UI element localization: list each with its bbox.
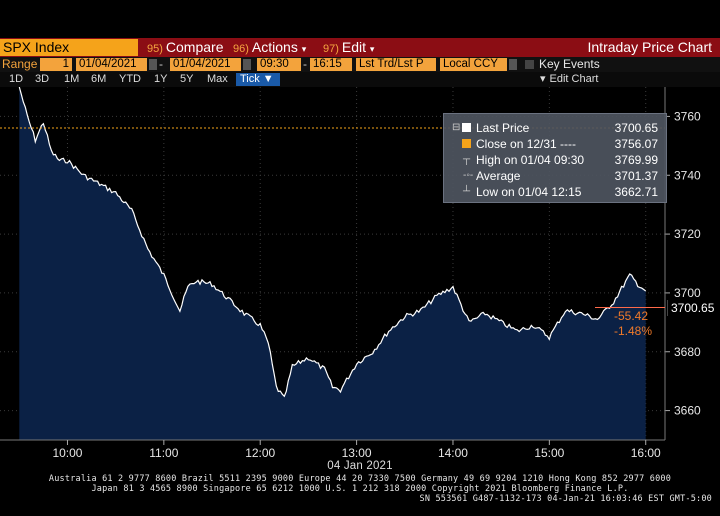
- last-price-value: 3700.65: [614, 121, 658, 135]
- last-price-label: Last Price: [476, 121, 530, 135]
- current-price-label: 3700.65: [667, 300, 720, 316]
- price-line: [18, 87, 647, 398]
- page-title: Intraday Price Chart: [587, 39, 713, 55]
- expand-icon[interactable]: ⊟: [452, 122, 461, 133]
- edit-label: Edit: [341, 39, 367, 55]
- compare-number: 95): [147, 43, 163, 55]
- chart-legend: ⊟ Last Price 3700.65 Close on 12/31 ----…: [443, 113, 667, 203]
- range-5y[interactable]: 5Y: [180, 73, 194, 85]
- edit-button[interactable]: 97) Edit ▾: [323, 39, 375, 55]
- x-tick-label: 10:00: [52, 446, 82, 460]
- y-tick-label: 3680: [674, 345, 701, 359]
- y-tick-label: 3760: [674, 109, 701, 123]
- range-field[interactable]: 1: [40, 58, 72, 71]
- x-tick-label: 13:00: [342, 446, 372, 460]
- x-tick-label: 15:00: [534, 446, 564, 460]
- high-marker-icon: ┬: [463, 154, 471, 165]
- high-value: 3769.99: [614, 153, 658, 167]
- edit-chart-label: Edit Chart: [549, 73, 599, 85]
- price-chart: 3660 3680 3700 3720 3740 3760 10:00 11:00 12:00…: [0, 87, 701, 460]
- footer-serial: SN 553561 G487-1132-173 04-Jan-21 16:03:…: [419, 494, 712, 504]
- start-date-field[interactable]: 01/04/2021: [76, 58, 147, 71]
- edit-number: 97): [323, 43, 339, 55]
- currency-field[interactable]: Local CCY: [440, 58, 507, 71]
- date-label: 04 Jan 2021: [327, 460, 393, 472]
- chevron-down-icon: ▾: [540, 73, 546, 85]
- actions-label: Actions: [251, 39, 298, 55]
- tick-button[interactable]: Tick ▼: [236, 73, 280, 86]
- range-label: Range: [2, 57, 38, 71]
- legend-last-price: ⊟ Last Price 3700.65: [444, 120, 666, 136]
- ticker-field[interactable]: SPX Index: [0, 39, 138, 56]
- low-value: 3662.71: [614, 185, 658, 199]
- footer-contacts: Australia 61 2 9777 8600 Brazil 5511 239…: [48, 474, 672, 484]
- compare-button[interactable]: 95) Compare: [147, 39, 224, 56]
- close-swatch: [462, 139, 471, 148]
- average-label: Average: [476, 169, 521, 183]
- close-value: 3756.07: [614, 137, 658, 151]
- change-percent: -1.48%: [614, 324, 653, 338]
- legend-close: Close on 12/31 ---- 3756.07: [444, 136, 666, 152]
- legend-average: -◦- Average 3701.37: [444, 168, 666, 184]
- low-marker-icon: ┴: [463, 186, 471, 197]
- key-events-label: Key Events: [539, 57, 600, 71]
- edit-chart-button[interactable]: ▾ Edit Chart: [540, 72, 598, 87]
- average-value: 3701.37: [614, 169, 658, 183]
- range-1m[interactable]: 1M: [64, 73, 80, 85]
- legend-low: ┴ Low on 01/04 12:15 3662.71: [444, 184, 666, 200]
- y-tick-label: 3720: [674, 227, 701, 241]
- end-time-field[interactable]: 16:15: [310, 58, 352, 71]
- range-ytd[interactable]: YTD: [119, 73, 141, 85]
- market-field[interactable]: Lst Trd/Lst P: [356, 58, 436, 71]
- actions-number: 96): [233, 43, 249, 55]
- time-separator: -: [303, 57, 307, 71]
- y-axis-labels: 3660 3680 3700 3720 3740 3760: [0, 87, 701, 441]
- high-label: High on 01/04 09:30: [476, 153, 585, 167]
- y-tick-label: 3740: [674, 168, 701, 182]
- currency-dropdown-icon[interactable]: [509, 59, 517, 70]
- start-time-field[interactable]: 09:30: [257, 58, 301, 71]
- x-tick-label: 11:00: [149, 446, 178, 460]
- menu-bar: [0, 38, 720, 57]
- x-tick-label: 14:00: [438, 446, 468, 460]
- actions-button[interactable]: 96) Actions ▾: [233, 39, 307, 55]
- range-1d[interactable]: 1D: [9, 73, 24, 85]
- end-date-field[interactable]: 01/04/2021: [170, 58, 241, 71]
- close-label: Close on 12/31 ----: [476, 137, 577, 151]
- last-price-swatch: [462, 123, 471, 132]
- end-calendar-icon[interactable]: [243, 59, 251, 70]
- range-max[interactable]: Max: [207, 73, 228, 85]
- legend-high: ┬ High on 01/04 09:30 3769.99: [444, 152, 666, 168]
- change-points: -55.42: [614, 309, 649, 323]
- low-label: Low on 01/04 12:15: [476, 185, 582, 199]
- range-6m[interactable]: 6M: [91, 73, 107, 85]
- average-marker-icon: -◦-: [463, 170, 474, 181]
- range-3d[interactable]: 3D: [35, 73, 50, 85]
- x-axis-labels: 10:00 11:00 12:00 13:00 14:00 15:00 16:00: [52, 440, 661, 460]
- key-events-checkbox[interactable]: [525, 60, 534, 69]
- footer-copyright: Japan 81 3 4565 8900 Singapore 65 6212 1…: [91, 484, 629, 494]
- range-1y[interactable]: 1Y: [154, 73, 168, 85]
- y-tick-label: 3660: [674, 404, 701, 418]
- x-tick-label: 16:00: [631, 446, 661, 460]
- y-tick-label: 3700: [674, 286, 701, 300]
- start-calendar-icon[interactable]: [149, 59, 157, 70]
- compare-label: Compare: [165, 39, 224, 55]
- x-tick-label: 12:00: [245, 446, 275, 460]
- price-area: [19, 87, 646, 440]
- date-separator: -: [159, 57, 163, 71]
- range-bar: [0, 72, 720, 87]
